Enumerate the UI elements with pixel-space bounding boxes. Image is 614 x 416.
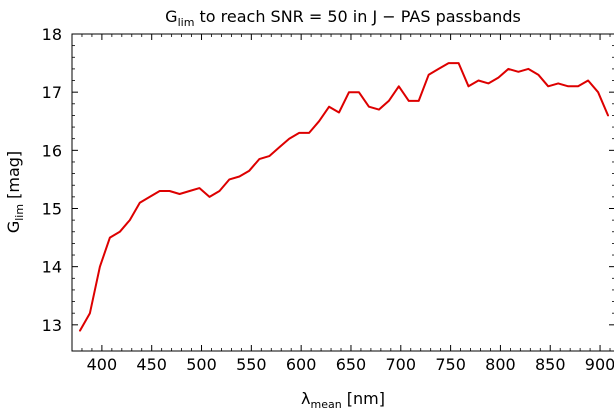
- x-tick-label: 850: [535, 355, 566, 374]
- y-tick-label: 18: [42, 25, 62, 44]
- x-tick-label: 750: [435, 355, 466, 374]
- x-tick-label: 500: [186, 355, 217, 374]
- x-axis-title: λmean [nm]: [301, 389, 385, 411]
- x-tick-label: 800: [485, 355, 516, 374]
- chart-title: Glim to reach SNR = 50 in J − PAS passba…: [165, 7, 521, 29]
- x-tick-label: 650: [336, 355, 367, 374]
- x-tick-label: 450: [136, 355, 167, 374]
- x-tick-label: 550: [236, 355, 267, 374]
- series-line: [79, 62, 609, 332]
- y-tick-label: 13: [42, 316, 62, 335]
- x-tick-label: 600: [286, 355, 317, 374]
- y-axis-title: Glim [mag]: [4, 151, 26, 233]
- y-tick-label: 14: [42, 258, 62, 277]
- x-tick-label: 400: [87, 355, 118, 374]
- plot-frame: [71, 33, 614, 352]
- tick-labels: 400 450 500 550 600 650 700 750 800 850 900 13 14 15 1…: [42, 25, 614, 374]
- y-tick-label: 16: [42, 141, 62, 160]
- x-tick-label: 900: [585, 355, 614, 374]
- x-tick-label: 700: [386, 355, 417, 374]
- y-tick-label: 17: [42, 83, 62, 102]
- y-tick-label: 15: [42, 199, 62, 218]
- axis-ticks: [72, 33, 614, 351]
